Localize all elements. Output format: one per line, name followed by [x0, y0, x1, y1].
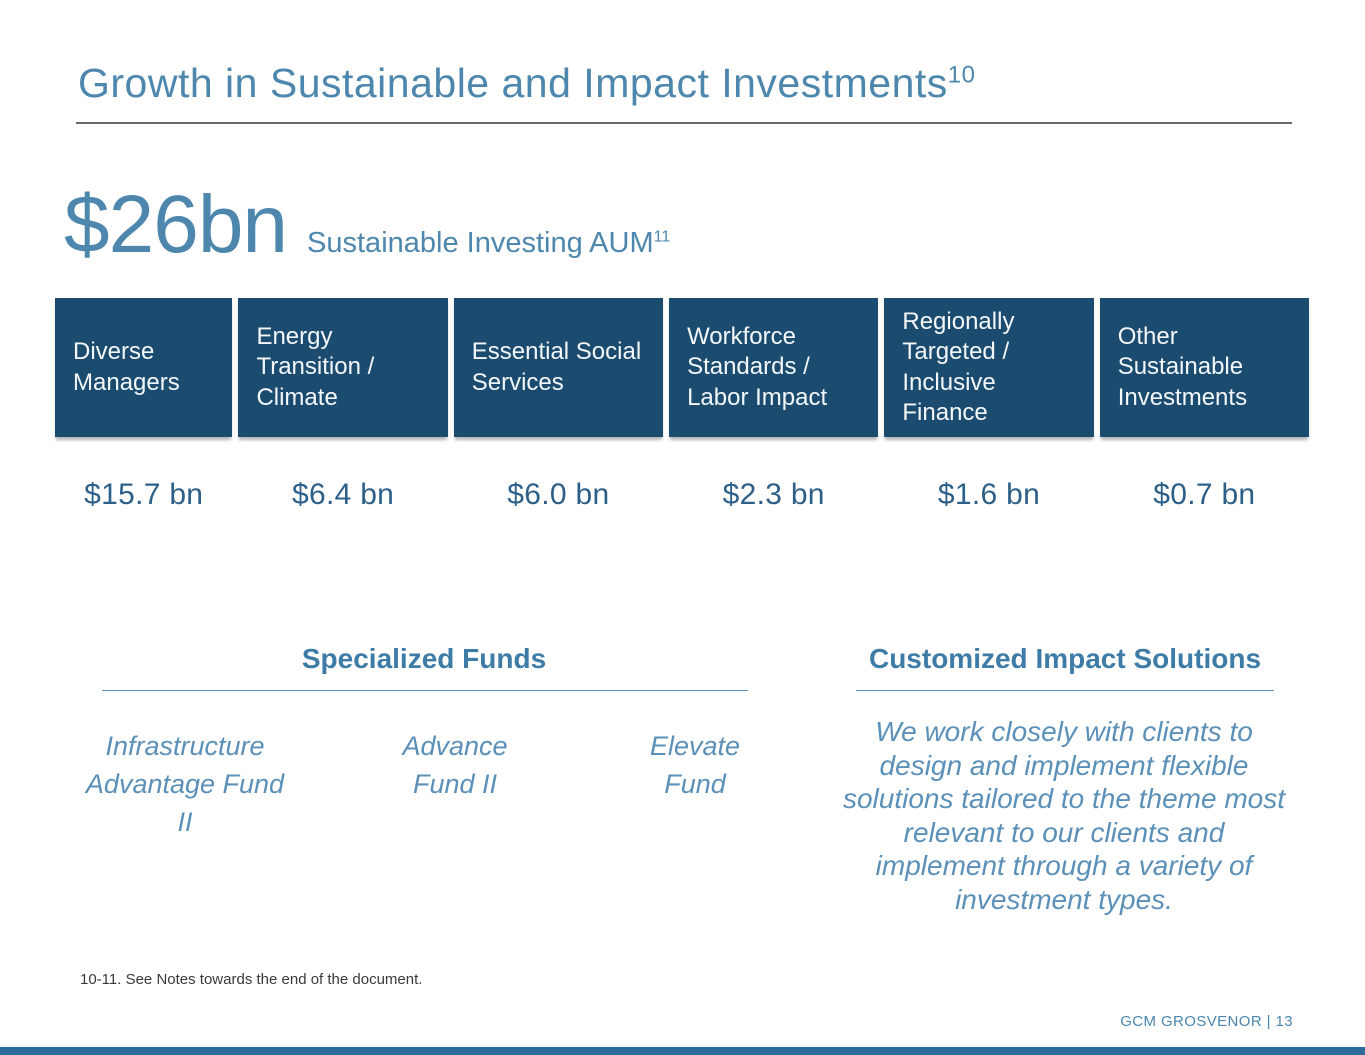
customized-impact-divider: [856, 690, 1274, 691]
page-title-text: Growth in Sustainable and Impact Investm…: [78, 60, 948, 106]
category-box-essential-social-services: Essential Social Services: [453, 298, 664, 437]
title-footnote-marker: 10: [947, 61, 976, 89]
category-value: $15.7 bn: [84, 478, 204, 511]
category-box-other-sustainable: Other Sustainable Investments: [1099, 298, 1309, 437]
category-label: Energy Transition / Climate: [256, 322, 375, 411]
headline-footnote-marker: 11: [653, 228, 671, 246]
category-box-diverse-managers: Diverse Managers: [55, 298, 233, 437]
category-label: Essential Social Services: [471, 338, 642, 396]
category-label: Regionally Targeted / Inclusive Finance: [902, 307, 1015, 426]
footer-brand-pagenumber: GCM GROSVENOR | 13: [1120, 1013, 1293, 1030]
category-value: $6.4 bn: [291, 478, 395, 511]
category-value: $0.7 bn: [1153, 478, 1256, 511]
category-label: Other Sustainable Investments: [1117, 322, 1248, 411]
headline-stat: $26bn Sustainable Investing AUM11: [64, 178, 670, 272]
fund-name: Infrastructure Advantage Fund II: [85, 731, 285, 837]
specialized-funds-list: Infrastructure Advantage Fund II Advance…: [80, 728, 770, 841]
category-value: $2.3 bn: [722, 478, 825, 511]
customized-impact-body: We work closely with clients to design a…: [842, 716, 1285, 915]
specialized-funds-heading: Specialized Funds: [301, 643, 547, 674]
headline-value: $26bn: [64, 179, 288, 270]
category-label: Diverse Managers: [73, 338, 180, 396]
category-values-row: $15.7 bn $6.4 bn $6.0 bn $2.3 bn $1.6 bn…: [55, 478, 1309, 512]
category-boxes-row: Diverse Managers Energy Transition / Cli…: [55, 298, 1309, 437]
page-title: Growth in Sustainable and Impact Investm…: [78, 60, 1292, 107]
category-value: $1.6 bn: [937, 478, 1041, 511]
fund-name: Advance Fund II: [402, 731, 508, 799]
customized-impact-heading: Customized Impact Solutions: [868, 643, 1262, 674]
specialized-funds-divider: [102, 690, 748, 691]
bottom-accent-bar: [0, 1047, 1365, 1055]
category-value: $6.0 bn: [507, 478, 610, 511]
headline-label: Sustainable Investing AUM: [307, 227, 654, 259]
category-box-workforce-standards: Workforce Standards / Labor Impact: [669, 298, 879, 437]
fund-name: Elevate Fund: [649, 731, 741, 799]
title-divider: [76, 122, 1292, 124]
footnote: 10-11. See Notes towards the end of the …: [80, 971, 423, 988]
category-box-regionally-targeted: Regionally Targeted / Inclusive Finance: [884, 298, 1094, 437]
category-label: Workforce Standards / Labor Impact: [687, 322, 828, 411]
category-box-energy-transition: Energy Transition / Climate: [238, 298, 448, 437]
